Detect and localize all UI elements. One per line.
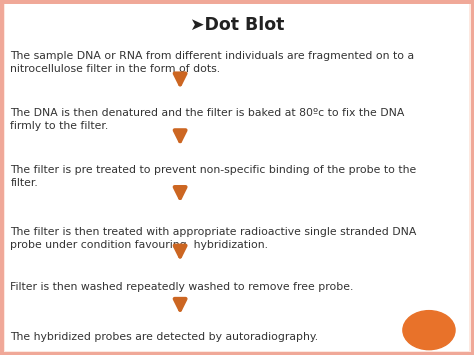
- Text: The filter is then treated with appropriate radioactive single stranded DNA
prob: The filter is then treated with appropri…: [10, 227, 417, 250]
- Text: Filter is then washed repeatedly washed to remove free probe.: Filter is then washed repeatedly washed …: [10, 282, 354, 292]
- Text: ➤Dot Blot: ➤Dot Blot: [190, 16, 284, 34]
- FancyBboxPatch shape: [5, 4, 469, 351]
- Text: The hybridized probes are detected by autoradiography.: The hybridized probes are detected by au…: [10, 332, 319, 342]
- Text: The filter is pre treated to prevent non-specific binding of the probe to the
fi: The filter is pre treated to prevent non…: [10, 165, 417, 188]
- Text: The DNA is then denatured and the filter is baked at 80ºc to fix the DNA
firmly : The DNA is then denatured and the filter…: [10, 108, 405, 131]
- Circle shape: [403, 311, 455, 350]
- Text: The sample DNA or RNA from different individuals are fragmented on to a
nitrocel: The sample DNA or RNA from different ind…: [10, 51, 415, 74]
